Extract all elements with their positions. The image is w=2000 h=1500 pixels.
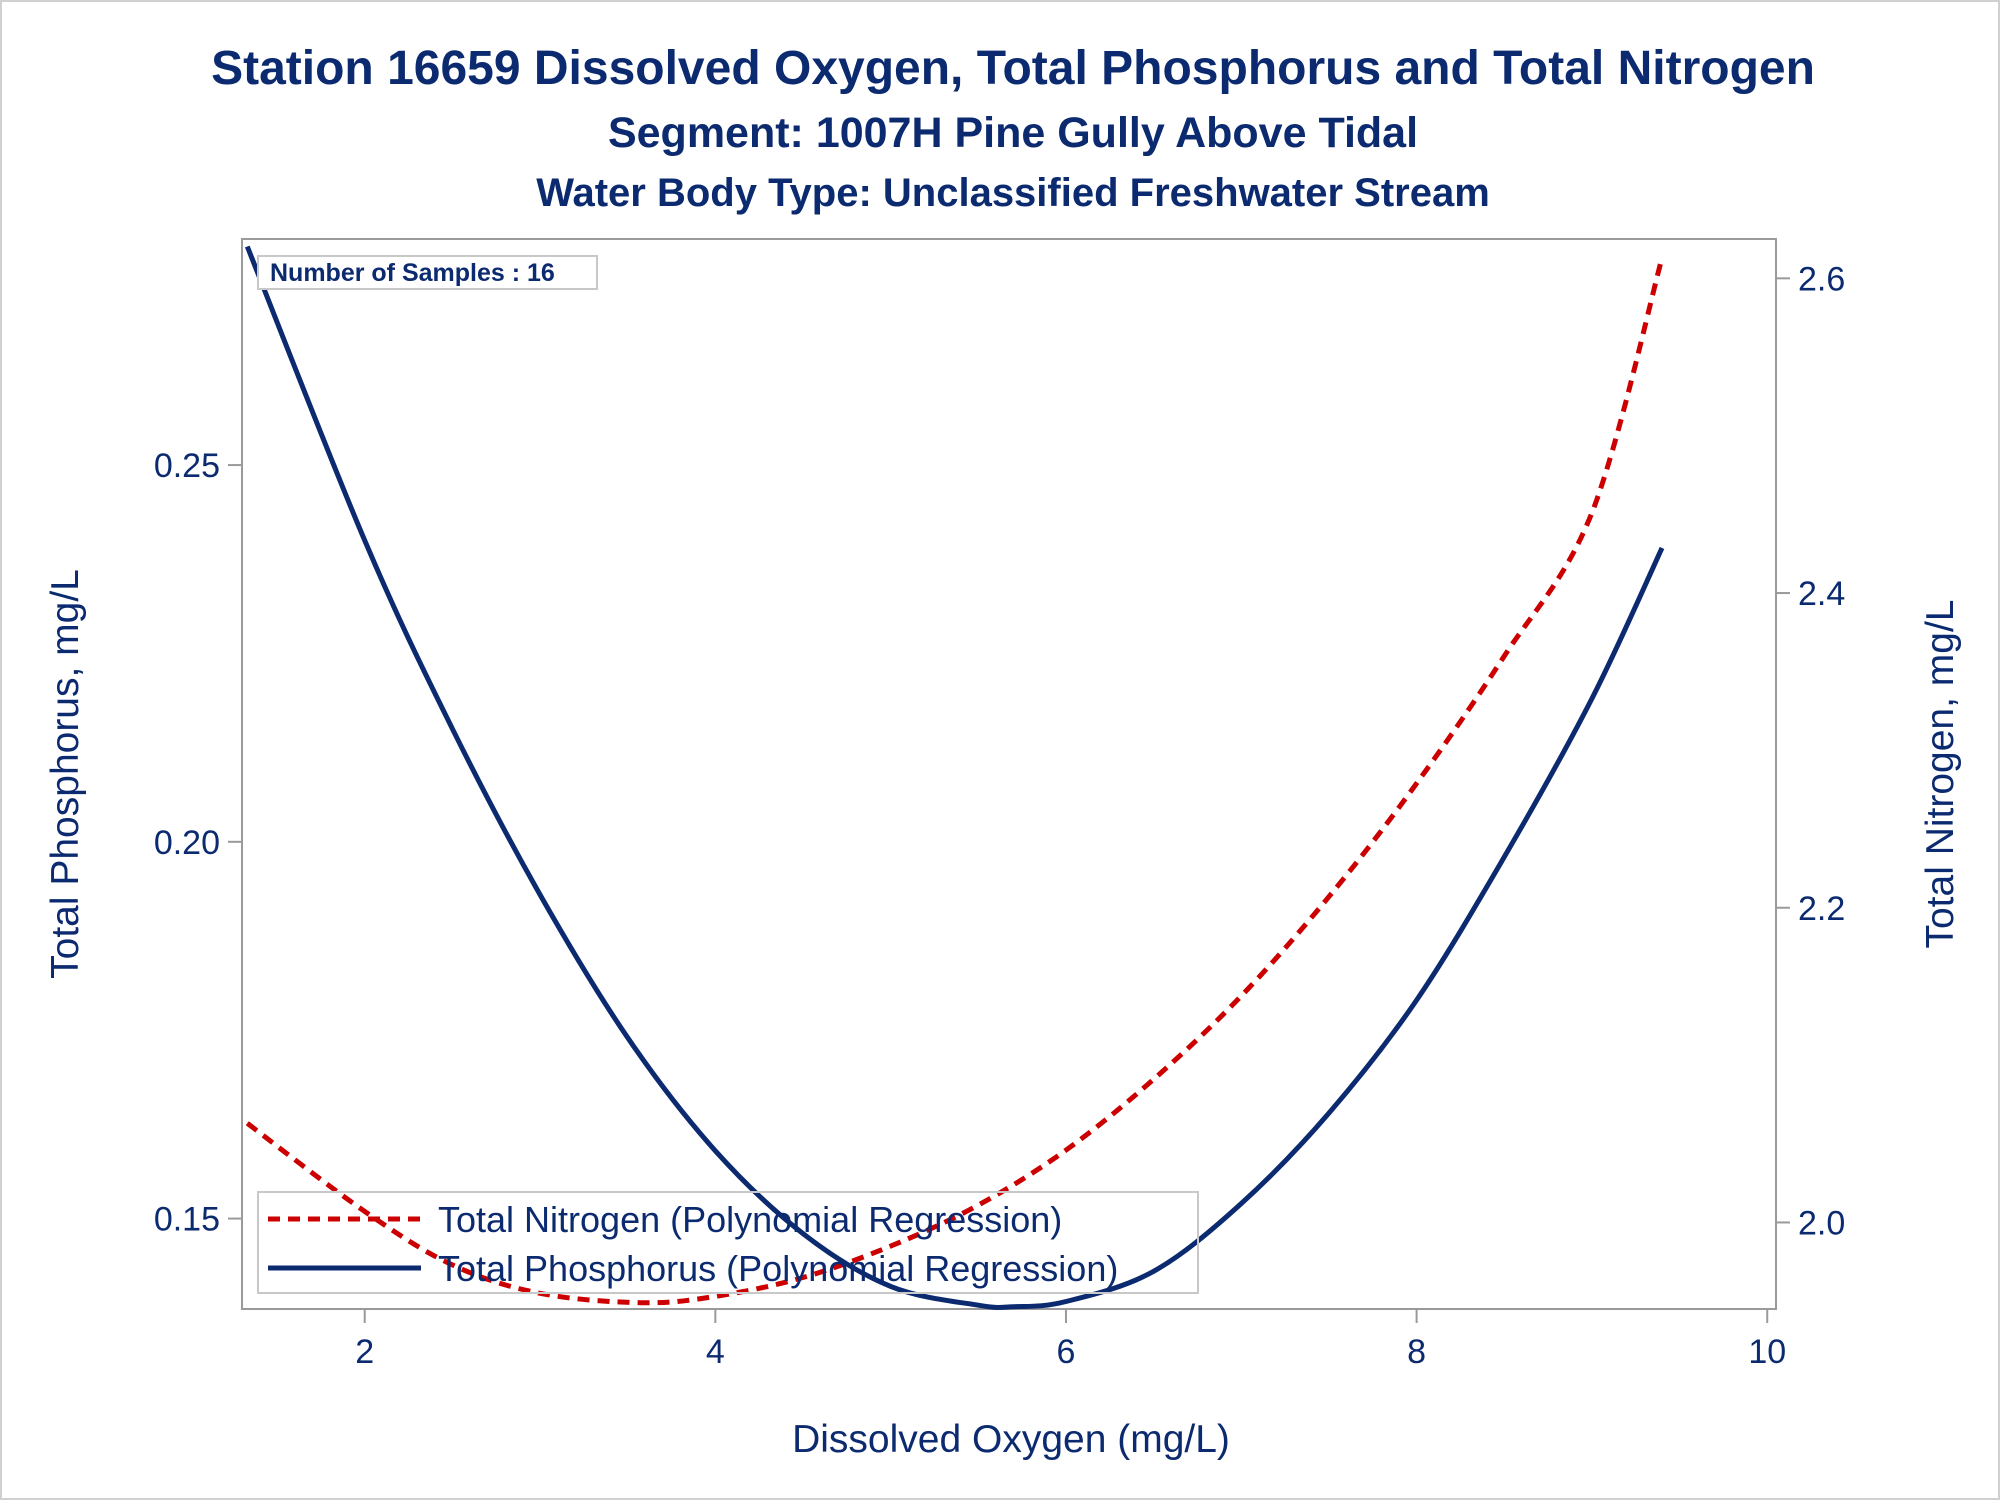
- y-tick-label: 0.25: [154, 447, 220, 485]
- x-axis: 2 4 6 8 10: [355, 1309, 1786, 1371]
- y2-tick-label: 2.6: [1798, 260, 1845, 298]
- y-axis-left: 0.15 0.20 0.25: [154, 447, 242, 1239]
- y-tick-label: 0.20: [154, 824, 220, 862]
- y2-tick-label: 2.0: [1798, 1204, 1845, 1242]
- legend: Total Nitrogen (Polynomial Regression) T…: [257, 1191, 1199, 1294]
- y2-tick-label: 2.2: [1798, 890, 1845, 928]
- x-tick-label: 8: [1407, 1333, 1426, 1371]
- legend-label-phosphorus: Total Phosphorus (Polynomial Regression): [438, 1248, 1118, 1289]
- series-layer: [244, 245, 1665, 1310]
- y-axis-label: Total Phosphorus, mg/L: [44, 569, 87, 979]
- y2-tick-label: 2.4: [1798, 575, 1845, 613]
- x-tick-label: 4: [706, 1333, 725, 1371]
- chart-subtitle: Segment: 1007H Pine Gully Above Tidal: [608, 109, 1418, 157]
- sample-count-box: [257, 255, 598, 290]
- y-axis-right: 2.0 2.2 2.4 2.6: [1776, 260, 1845, 1242]
- x-tick-label: 10: [1748, 1333, 1786, 1371]
- chart-title: Station 16659 Dissolved Oxygen, Total Ph…: [211, 42, 1815, 95]
- chart-subtitle-2: Water Body Type: Unclassified Freshwater…: [536, 171, 1490, 215]
- series-line-nitrogen: [245, 257, 1665, 1306]
- series-line-phosphorus: [244, 245, 1665, 1310]
- plot-area: [241, 238, 1777, 1310]
- y2-axis-label: Total Nitrogen, mg/L: [1919, 599, 1962, 948]
- sample-count-label: Number of Samples : 16: [270, 259, 555, 287]
- x-axis-label: Dissolved Oxygen (mg/L): [792, 1418, 1230, 1461]
- y-tick-label: 0.15: [154, 1201, 220, 1239]
- x-tick-label: 2: [355, 1333, 374, 1371]
- legend-box: [257, 1191, 1199, 1294]
- x-tick-label: 6: [1057, 1333, 1076, 1371]
- legend-label-nitrogen: Total Nitrogen (Polynomial Regression): [438, 1199, 1062, 1240]
